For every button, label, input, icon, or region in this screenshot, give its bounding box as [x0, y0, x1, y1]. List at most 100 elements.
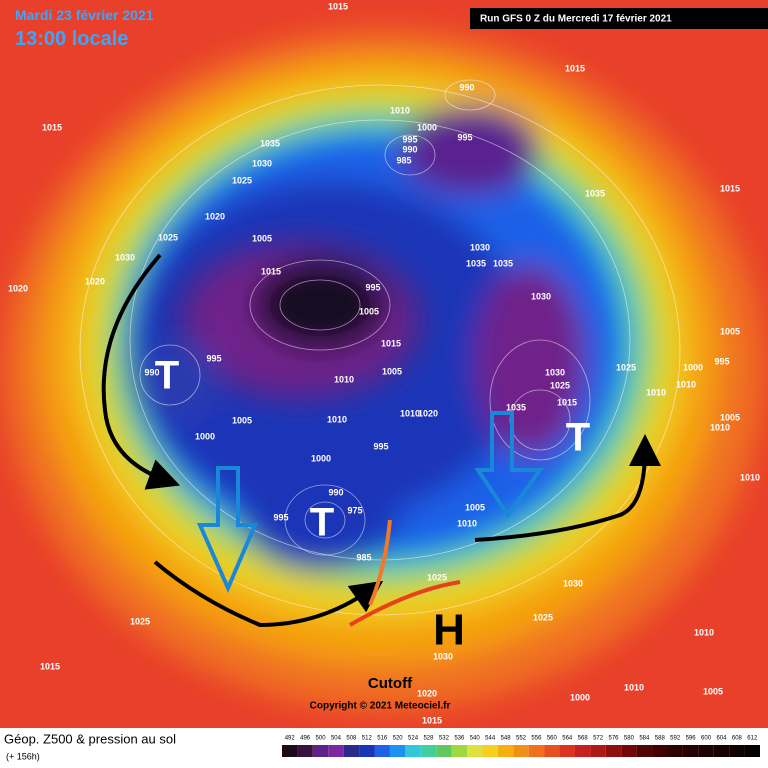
scale-label: 512: [362, 736, 373, 742]
scale-label: 564: [562, 736, 573, 742]
scale-label: 524: [408, 736, 419, 742]
scale-label: 612: [747, 736, 758, 742]
isobar-label: 1025: [616, 362, 636, 372]
isobar-label: 995: [457, 132, 472, 142]
isobar-label: 1000: [570, 692, 590, 702]
cutoff-label: Cutoff: [368, 675, 413, 692]
scale-label: 580: [624, 736, 635, 742]
isobar-label: 995: [714, 356, 729, 366]
scale-label: 584: [639, 736, 650, 742]
scale-label: 504: [331, 736, 342, 742]
scale-label: 520: [393, 736, 404, 742]
isobar-label: 1005: [720, 412, 740, 422]
isobar-label: 1010: [390, 105, 410, 115]
isobar-label: 1005: [703, 686, 723, 696]
color-swatch: [420, 745, 437, 757]
isobar-label: 1020: [85, 276, 105, 286]
isobar-label: 995: [402, 134, 417, 144]
isobar-label: 1010: [334, 374, 354, 384]
isobar-label: 1030: [531, 291, 551, 301]
color-swatch: [729, 745, 745, 757]
isobar-label: 995: [365, 282, 380, 292]
isobar-label: 1005: [465, 502, 485, 512]
isobar-label: 990: [144, 367, 159, 377]
isobar-label: 1015: [261, 266, 281, 276]
low-marker: T: [310, 501, 334, 545]
isobar-label: 1030: [115, 252, 135, 262]
color-swatch: [482, 745, 498, 757]
isobar-label: 1010: [624, 682, 644, 692]
isobar-label: 1010: [740, 472, 760, 482]
run-banner: [470, 8, 768, 29]
isobar-label: 1035: [585, 188, 605, 198]
isobar-label: 1025: [158, 232, 178, 242]
isobar-label: 1035: [466, 258, 486, 268]
color-swatch: [605, 745, 622, 757]
valid-time: 13:00 locale: [15, 28, 128, 50]
scale-label: 544: [485, 736, 496, 742]
isobar-label: 1030: [433, 651, 453, 661]
color-swatch: [559, 745, 575, 757]
scale-label: 596: [686, 736, 697, 742]
isobar-label: 1025: [130, 616, 150, 626]
footer-title: Géop. Z500 & pression au sol: [4, 731, 176, 746]
isobar-label: 1035: [260, 138, 280, 148]
isobar-label: 1030: [545, 367, 565, 377]
geopotential-field: [0, 0, 768, 730]
isobar-label: 1010: [646, 387, 666, 397]
color-swatch: [359, 745, 375, 757]
scale-label: 528: [423, 736, 434, 742]
color-swatch: [713, 745, 730, 757]
isobar-label: 1020: [418, 408, 438, 418]
isobar-label: 1005: [252, 233, 272, 243]
isobar-label: 1025: [550, 380, 570, 390]
isobar-label: 1010: [327, 414, 347, 424]
isobar-label: 990: [402, 144, 417, 154]
scale-label: 516: [377, 736, 388, 742]
low-marker: T: [566, 416, 590, 460]
isobar-label: 1025: [232, 175, 252, 185]
isobar-label: 1030: [563, 578, 583, 588]
color-swatch: [282, 745, 298, 757]
color-swatch: [497, 745, 514, 757]
color-swatch: [544, 745, 560, 757]
analysis-arrows: [101, 253, 661, 628]
isobar-label: 1005: [232, 415, 252, 425]
isobar-label: 1005: [359, 306, 379, 316]
valid-date: Mardi 23 février 2021: [15, 7, 154, 23]
isobar-label: 1015: [40, 661, 60, 671]
isobar-label: 1025: [427, 572, 447, 582]
isobar-label: 995: [373, 441, 388, 451]
color-swatch: [328, 745, 344, 757]
scale-label: 560: [547, 736, 558, 742]
isobar-label: 1030: [252, 158, 272, 168]
isobar-label: 1010: [710, 422, 730, 432]
scale-label: 508: [346, 736, 357, 742]
scale-label: 500: [316, 736, 327, 742]
color-swatch: [652, 745, 668, 757]
isobar-label: 1015: [422, 715, 442, 725]
isobar-label: 1000: [417, 122, 437, 132]
color-scale: 492 496 500 504 508 512 516 520 524 528 532 536 540 5…: [282, 736, 760, 757]
color-swatch: [467, 745, 483, 757]
color-swatch: [698, 745, 714, 757]
color-swatch: [682, 745, 699, 757]
scale-label: 600: [701, 736, 712, 742]
color-swatch: [312, 745, 329, 757]
scale-label: 592: [670, 736, 681, 742]
isobar-label: 1005: [720, 326, 740, 336]
color-swatch: [513, 745, 529, 757]
isobar-label: 1035: [506, 402, 526, 412]
color-swatch: [405, 745, 421, 757]
scale-label: 496: [300, 736, 311, 742]
isobar-label: 1015: [720, 183, 740, 193]
color-swatch: [528, 745, 545, 757]
isobar-label: 1010: [457, 518, 477, 528]
isobar-label: 975: [347, 505, 362, 515]
scale-label: 604: [716, 736, 727, 742]
high-marker: H: [433, 606, 465, 655]
color-swatch: [621, 745, 637, 757]
color-swatch: [667, 745, 683, 757]
isobar-label: 1015: [328, 1, 348, 11]
isobar-label: 1010: [400, 408, 420, 418]
